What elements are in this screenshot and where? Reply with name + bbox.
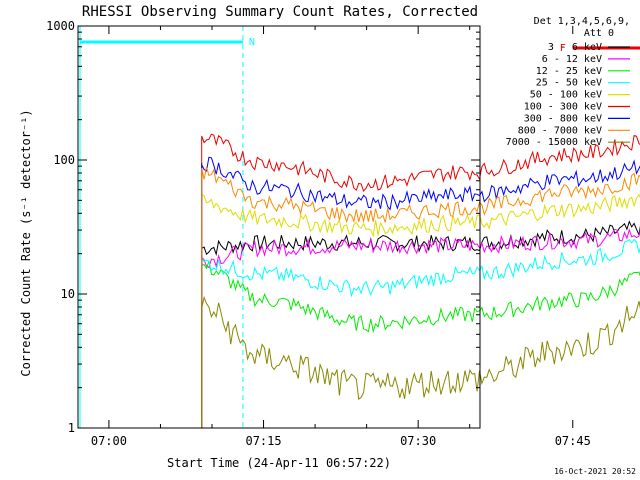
- legend-header-attenuator: Att 0: [584, 28, 614, 39]
- series-line: [201, 133, 640, 428]
- series-line: [201, 228, 640, 428]
- night-bars: N: [79, 26, 255, 428]
- legend-label: 12 - 25 keV: [536, 66, 602, 77]
- x-axis-label: Start Time (24-Apr-11 06:57:22): [167, 456, 391, 470]
- legend-header-detectors: Det 1,3,4,5,6,9,: [534, 16, 630, 27]
- y-axis-label: Corrected Count Rate (s⁻¹ detector⁻¹): [19, 109, 33, 376]
- x-tick-label: 07:30: [400, 434, 436, 448]
- timestamp: 16-Oct-2021 20:52: [554, 467, 636, 476]
- legend-label: 800 - 7000 keV: [518, 125, 602, 136]
- legend-label: 25 - 50 keV: [536, 78, 602, 89]
- flare-label: F: [560, 43, 566, 54]
- flare-bars: F: [560, 43, 640, 54]
- y-tick-label: 1000: [46, 19, 75, 33]
- legend-label: 300 - 800 keV: [524, 113, 602, 124]
- y-tick-label: 1: [68, 421, 75, 435]
- series-line: [201, 193, 640, 428]
- series-line: [201, 259, 640, 428]
- legend-label: 7000 - 15000 keV: [506, 137, 602, 148]
- night-label: N: [249, 37, 255, 48]
- x-tick-label: 07:00: [91, 434, 127, 448]
- x-tick-label: 07:45: [555, 434, 591, 448]
- y-axis-ticks: 1 10 100 1000: [46, 19, 480, 435]
- legend-label: 50 - 100 keV: [530, 90, 602, 101]
- series-line: [201, 156, 640, 428]
- y-tick-label: 100: [53, 153, 75, 167]
- series-line: [201, 238, 640, 428]
- legend-label: 100 - 300 keV: [524, 102, 602, 113]
- plot-frame: [77, 25, 481, 429]
- chart-title: RHESSI Observing Summary Count Rates, Co…: [82, 4, 478, 20]
- x-tick-label: 07:15: [245, 434, 281, 448]
- series-line: [201, 220, 640, 428]
- y-tick-label: 10: [61, 287, 75, 301]
- series-line: [201, 166, 640, 428]
- series-lines: [201, 133, 640, 428]
- series-line: [201, 295, 640, 428]
- legend-label: 3 - 6 keV: [548, 42, 602, 53]
- legend-label: 6 - 12 keV: [542, 54, 602, 65]
